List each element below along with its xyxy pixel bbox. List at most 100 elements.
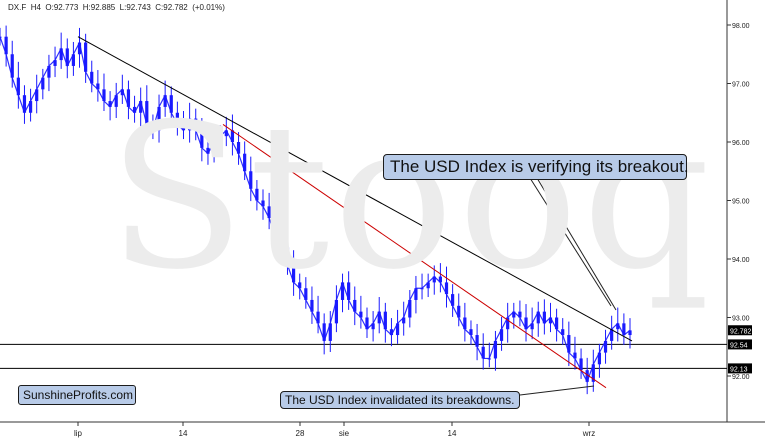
candle-body — [426, 282, 430, 289]
candle-body — [53, 60, 57, 66]
candle-body — [359, 311, 363, 318]
candle-body — [10, 54, 14, 78]
candle-body — [65, 48, 69, 66]
candle-body — [163, 95, 167, 107]
candle-body — [77, 42, 82, 55]
candle-body — [506, 317, 510, 330]
y-tick-label: 95.00 — [732, 199, 750, 206]
chart-header: DX.F H4 O:92.773 H:92.885 L:92.743 C:92.… — [8, 3, 225, 12]
candle-body — [622, 323, 626, 336]
open-value: O:92.773 — [45, 3, 79, 12]
candle-body — [377, 311, 381, 324]
breakout-pointer — [529, 177, 612, 307]
candle-body — [224, 130, 228, 137]
x-tick-label: 28 — [296, 429, 305, 438]
high-value: H:92.885 — [82, 3, 116, 12]
candle-body — [493, 340, 498, 359]
candle-body — [451, 294, 455, 306]
candle-body — [432, 276, 436, 283]
candle-body — [365, 317, 369, 330]
x-tick-label: sie — [339, 429, 350, 438]
candle-body — [71, 54, 75, 66]
candle-body — [230, 130, 235, 142]
candle-body — [585, 370, 589, 382]
candle-body — [16, 77, 20, 96]
candle-body — [157, 106, 161, 131]
price-tag-label: 92.782 — [730, 328, 752, 335]
candle-body — [304, 288, 308, 300]
candle-body — [298, 282, 302, 289]
candle-body — [475, 335, 479, 347]
candle-body — [603, 340, 608, 353]
candle-body — [132, 106, 137, 113]
breakout-annotation: The USD Index is verifying its breakout. — [383, 154, 689, 180]
candle-body — [41, 77, 45, 90]
support-trendline — [222, 124, 607, 389]
candle-body — [353, 299, 357, 312]
candle-body — [597, 352, 602, 365]
candle-body — [212, 142, 216, 154]
candle-body — [145, 101, 149, 125]
candle-body — [530, 323, 534, 330]
candle-body — [120, 89, 124, 96]
x-tick-label: 14 — [448, 429, 457, 438]
candle-body — [567, 335, 571, 353]
candle-body — [139, 101, 143, 113]
breakdowns-annotation: The USD Index invalidated its breakdowns… — [280, 391, 520, 409]
candle-body — [285, 247, 290, 265]
candle-body — [255, 188, 259, 201]
y-tick-label: 96.00 — [732, 140, 750, 147]
candle-body — [4, 36, 8, 55]
price-tag — [728, 325, 752, 336]
candle-body — [84, 42, 88, 72]
candle-body — [206, 147, 210, 154]
candle-body — [457, 305, 461, 318]
candle-body — [481, 346, 485, 359]
candle-body — [126, 89, 131, 107]
y-tick-label: 97.00 — [732, 82, 750, 89]
candle-body — [395, 323, 400, 336]
candle-body — [536, 311, 540, 324]
y-tick-label: 94.00 — [732, 257, 750, 264]
candle-body — [555, 317, 559, 330]
candle-body — [267, 206, 271, 219]
candle-body — [573, 352, 577, 359]
candle-body — [243, 153, 247, 172]
candle-body — [47, 65, 51, 78]
price-tag-label: 92.54 — [730, 342, 748, 349]
candle-body — [610, 329, 614, 341]
candle-body — [340, 282, 345, 300]
timeframe-label: H4 — [30, 3, 41, 12]
candle-body — [469, 329, 473, 336]
candle-body — [548, 317, 553, 324]
candle-body — [151, 124, 155, 131]
candle-body — [200, 130, 204, 148]
breakout-pointer — [536, 177, 617, 311]
symbol-label: DX.F — [8, 3, 27, 12]
candle-body — [218, 136, 222, 142]
candle-body — [579, 358, 583, 371]
candle-body — [518, 311, 522, 318]
y-tick-label: 92.00 — [732, 374, 750, 381]
candle-body — [236, 142, 241, 154]
candle-body — [35, 89, 39, 102]
candle-body — [273, 218, 277, 236]
candle-body — [169, 95, 173, 113]
candle-body — [59, 48, 63, 61]
candle-body — [499, 329, 504, 341]
price-tag — [728, 363, 752, 374]
candle-body — [194, 118, 198, 131]
candle-body — [414, 288, 418, 300]
candle-body — [408, 299, 412, 318]
x-tick-label: lip — [74, 429, 83, 438]
candle-body — [90, 71, 94, 84]
candle-body — [402, 317, 406, 324]
brand-label: SunshineProfits.com — [18, 385, 136, 405]
candle-body — [561, 329, 565, 336]
candle-body — [328, 323, 332, 341]
candle-body — [28, 101, 33, 113]
price-tag — [728, 339, 752, 350]
candle-body — [188, 118, 192, 131]
candle-body — [108, 101, 112, 107]
